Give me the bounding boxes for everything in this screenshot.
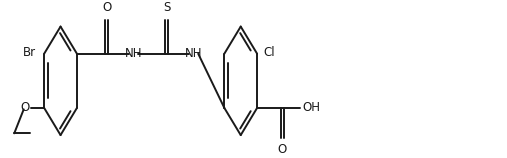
Text: Br: Br xyxy=(23,46,37,59)
Text: O: O xyxy=(20,101,29,114)
Text: Cl: Cl xyxy=(264,46,275,59)
Text: NH: NH xyxy=(185,47,202,60)
Text: S: S xyxy=(163,1,170,14)
Text: NH: NH xyxy=(125,47,142,60)
Text: O: O xyxy=(102,1,112,14)
Text: O: O xyxy=(277,143,287,156)
Text: OH: OH xyxy=(303,101,321,114)
